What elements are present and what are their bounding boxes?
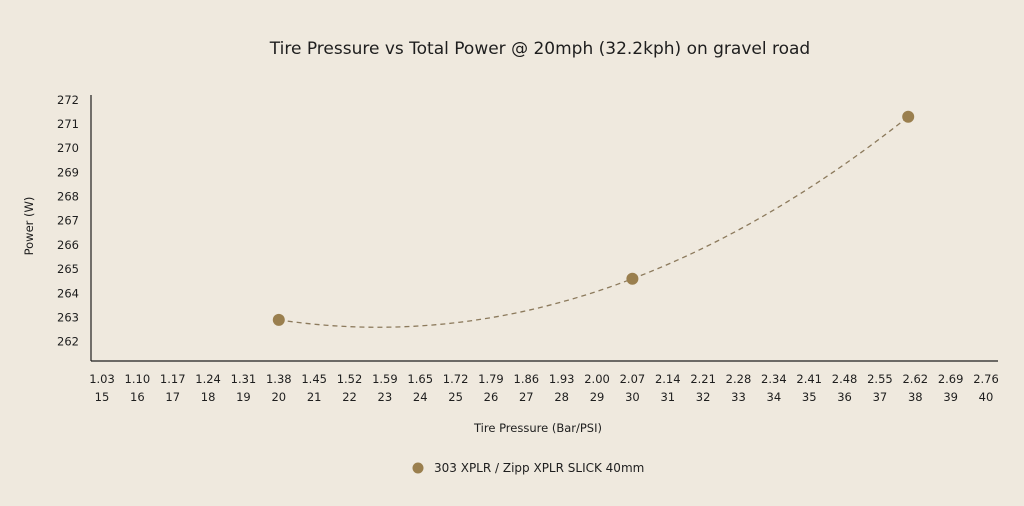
- y-ticks: 262 263 264 265 266 267 268 269 270 271 272: [57, 93, 79, 349]
- x-tick-label-bar: 2.76: [973, 372, 999, 386]
- x-tick-label-psi: 29: [590, 390, 605, 404]
- x-tick-label-bar: 1.59: [372, 372, 398, 386]
- x-tick-label-psi: 28: [554, 390, 569, 404]
- x-tick-label-bar: 1.17: [160, 372, 186, 386]
- x-tick-label-bar: 1.79: [478, 372, 504, 386]
- y-tick-label: 265: [57, 262, 79, 276]
- x-tick-label-psi: 38: [908, 390, 923, 404]
- y-tick-label: 271: [57, 117, 79, 131]
- y-tick-label: 270: [57, 141, 79, 155]
- data-point: [902, 110, 915, 123]
- x-tick-label-psi: 31: [660, 390, 675, 404]
- data-points: [272, 110, 915, 326]
- x-tick-label-psi: 37: [873, 390, 888, 404]
- x-tick-label-psi: 25: [448, 390, 463, 404]
- y-tick-label: 262: [57, 335, 79, 349]
- x-tick-label-psi: 39: [943, 390, 958, 404]
- x-tick-label-psi: 16: [130, 390, 145, 404]
- x-tick-label-psi: 22: [342, 390, 357, 404]
- x-tick-label-psi: 20: [271, 390, 286, 404]
- x-tick-label-bar: 2.41: [796, 372, 822, 386]
- x-tick-label-bar: 1.72: [443, 372, 469, 386]
- x-tick-label-bar: 1.31: [231, 372, 257, 386]
- x-tick-label-psi: 17: [165, 390, 180, 404]
- x-tick-label-bar: 1.86: [514, 372, 540, 386]
- x-tick-label-psi: 24: [413, 390, 428, 404]
- x-tick-label-psi: 35: [802, 390, 817, 404]
- y-tick-label: 267: [57, 214, 79, 228]
- x-tick-label-bar: 2.14: [655, 372, 681, 386]
- trendline: [278, 116, 909, 328]
- data-point: [626, 272, 639, 285]
- x-tick-label-bar: 2.55: [867, 372, 893, 386]
- x-tick-label-psi: 27: [519, 390, 534, 404]
- x-tick-label-psi: 40: [979, 390, 994, 404]
- chart-title: Tire Pressure vs Total Power @ 20mph (32…: [269, 39, 810, 59]
- x-tick-label-bar: 2.00: [584, 372, 610, 386]
- x-tick-label-bar: 2.21: [690, 372, 716, 386]
- x-tick-label-bar: 2.69: [938, 372, 964, 386]
- x-tick-label-bar: 1.45: [301, 372, 327, 386]
- legend: 303 XPLR / Zipp XPLR SLICK 40mm: [412, 461, 644, 475]
- x-tick-label-psi: 33: [731, 390, 746, 404]
- x-tick-label-bar: 2.34: [761, 372, 787, 386]
- x-tick-label-psi: 30: [625, 390, 640, 404]
- y-tick-label: 264: [57, 286, 79, 300]
- x-tick-label-bar: 1.10: [125, 372, 151, 386]
- x-tick-label-bar: 1.03: [89, 372, 115, 386]
- x-tick-label-bar: 1.38: [266, 372, 292, 386]
- x-tick-label-psi: 32: [696, 390, 711, 404]
- y-tick-label: 272: [57, 93, 79, 107]
- x-tick-label-bar: 1.93: [549, 372, 575, 386]
- y-tick-label: 266: [57, 238, 79, 252]
- x-tick-label-bar: 1.52: [337, 372, 363, 386]
- x-tick-label-bar: 2.48: [832, 372, 858, 386]
- x-tick-label-psi: 18: [201, 390, 216, 404]
- y-tick-label: 263: [57, 310, 79, 324]
- y-tick-label: 269: [57, 165, 79, 179]
- x-tick-label-psi: 23: [378, 390, 393, 404]
- x-tick-label-psi: 19: [236, 390, 251, 404]
- x-tick-label-psi: 26: [484, 390, 499, 404]
- y-tick-label: 268: [57, 190, 79, 204]
- legend-label: 303 XPLR / Zipp XPLR SLICK 40mm: [434, 461, 644, 475]
- x-tick-label-psi: 21: [307, 390, 322, 404]
- x-tick-label-psi: 34: [767, 390, 782, 404]
- x-tick-label-bar: 1.65: [407, 372, 433, 386]
- x-ticks: 1.03 15 1.10 16 1.17 17 1.24 18 1.31 19 1.38 20 1.45…: [89, 372, 999, 404]
- data-point: [272, 313, 285, 326]
- x-tick-label-bar: 2.07: [620, 372, 646, 386]
- legend-marker: [412, 462, 424, 474]
- x-tick-label-bar: 2.62: [902, 372, 928, 386]
- x-tick-label-bar: 1.24: [195, 372, 221, 386]
- x-tick-label-psi: 36: [837, 390, 852, 404]
- x-tick-label-psi: 15: [95, 390, 110, 404]
- x-tick-label-bar: 2.28: [726, 372, 752, 386]
- x-axis-label: Tire Pressure (Bar/PSI): [473, 421, 602, 435]
- y-axis-label: Power (W): [22, 197, 36, 256]
